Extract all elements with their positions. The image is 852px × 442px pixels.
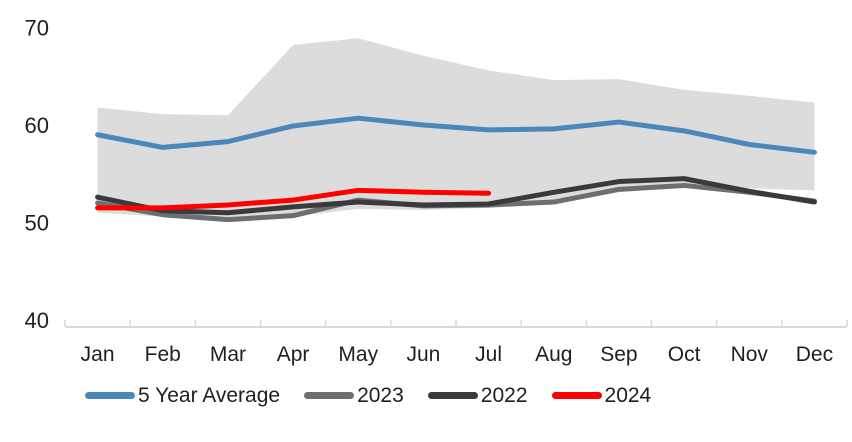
x-axis-label-jun: Jun	[406, 343, 440, 366]
legend-label: 2024	[604, 384, 652, 407]
series-line-2024	[95, 187, 492, 211]
y-axis-label: 70	[25, 16, 49, 41]
x-axis-label-nov: Nov	[731, 343, 769, 366]
series-line-2022	[95, 176, 817, 216]
legend-item-2023: 2023	[304, 385, 404, 406]
legend-label: 2022	[480, 384, 528, 407]
legend-swatch	[85, 392, 135, 399]
legend-item-2022: 2022	[427, 384, 528, 407]
legend-label: 2023	[357, 384, 404, 407]
x-axis-label-jul: Jul	[475, 343, 502, 366]
legend-label: 5 Year Average	[138, 384, 281, 407]
x-axis-label-apr: Apr	[277, 343, 310, 366]
legend-item-2024: 2024	[551, 384, 652, 407]
x-axis-label-dec: Dec	[796, 343, 833, 366]
legend-swatch	[304, 392, 355, 399]
legend-swatch	[551, 392, 602, 399]
x-axis-label-oct: Oct	[668, 343, 701, 366]
y-axis-label: 50	[25, 211, 49, 236]
x-axis-label-may: May	[338, 343, 378, 366]
legend-item-5-year-average: 5 Year Average	[85, 385, 280, 406]
x-axis-label-aug: Aug	[535, 343, 572, 366]
x-axis-label-jan: Jan	[81, 343, 115, 366]
x-axis-label-sep: Sep	[600, 343, 637, 366]
y-axis-label: 60	[25, 113, 49, 138]
legend-swatch	[427, 392, 478, 399]
series-line-5-year-average	[95, 115, 817, 155]
x-axis-label-mar: Mar	[210, 343, 246, 366]
x-axis-label-feb: Feb	[145, 343, 181, 366]
y-axis-label: 40	[25, 308, 49, 333]
chart-legend: 5 Year Average 2023 2022 2024	[85, 385, 651, 406]
